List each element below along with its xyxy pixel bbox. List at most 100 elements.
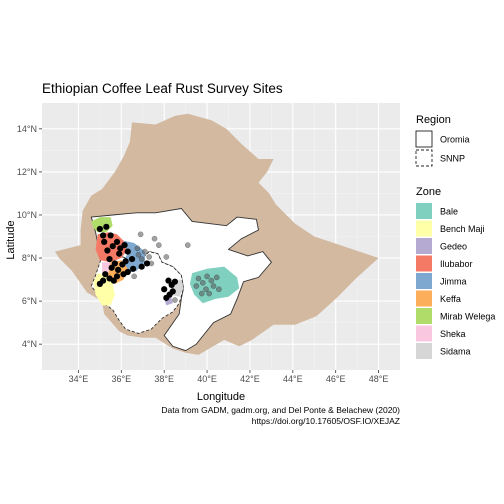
survey-site <box>130 265 137 272</box>
survey-sites <box>96 223 179 301</box>
survey-site <box>113 273 121 280</box>
survey-site <box>124 248 131 255</box>
legend-zone-swatch <box>416 238 432 254</box>
legend-zone-title: Zone <box>416 186 441 198</box>
survey-site <box>165 277 172 284</box>
caption-line-2: https://doi.org/10.17605/OSF.IO/XEJAZ <box>252 416 400 426</box>
survey-site-faint <box>137 231 144 238</box>
survey-site-faint <box>134 245 141 252</box>
survey-site <box>107 232 114 239</box>
survey-sites-faint <box>131 231 222 303</box>
survey-site <box>161 286 168 293</box>
legend-zone-label: Sidama <box>440 347 471 357</box>
legend-zone-label: Bench Maji <box>440 224 485 234</box>
survey-site <box>124 268 131 276</box>
y-tick-label: 10°N <box>17 210 37 220</box>
x-tick-label: 46°E <box>326 374 346 384</box>
survey-site-faint <box>195 275 202 282</box>
y-tick-label: 14°N <box>17 124 37 134</box>
survey-site-faint <box>210 283 217 289</box>
survey-site <box>117 245 124 252</box>
survey-site <box>103 223 110 230</box>
legend-zone-label: Sheka <box>440 329 466 339</box>
survey-site <box>111 260 118 267</box>
survey-site <box>110 277 117 284</box>
survey-site-faint <box>213 274 220 281</box>
survey-site <box>138 263 145 270</box>
survey-site <box>101 238 108 245</box>
survey-site-faint <box>151 235 158 242</box>
x-tick-label: 40°E <box>197 374 217 384</box>
survey-site-faint <box>138 256 145 262</box>
survey-site <box>143 260 151 267</box>
survey-site <box>128 256 136 263</box>
legend-region-title: Region <box>416 114 451 126</box>
legend-zone-label: Jimma <box>440 277 467 287</box>
legend-zone: Zone Bale Bench Maji Gedeo Ilubabor Jimma Kef… <box>416 186 495 359</box>
y-tick-label: 6°N <box>22 296 37 306</box>
survey-site <box>116 250 123 257</box>
survey-site-faint <box>135 252 142 258</box>
legend-zone-swatch <box>416 308 432 324</box>
survey-site-faint <box>156 242 162 248</box>
caption-line-1: Data from GADM, gadm.org, and Del Ponte … <box>161 405 400 415</box>
survey-site <box>109 243 116 250</box>
survey-site <box>171 278 179 285</box>
plot-area <box>42 103 400 370</box>
x-axis-ticks: 34°E 36°E 38°E 40°E 42°E 44°E 46°E 48°E <box>69 370 388 384</box>
survey-site-faint <box>146 254 152 260</box>
survey-site-faint <box>142 248 148 255</box>
legend-zone-swatch <box>416 343 432 359</box>
survey-site <box>163 294 170 301</box>
survey-site-faint <box>199 279 206 286</box>
y-tick-label: 8°N <box>22 253 37 263</box>
survey-site-faint <box>172 297 178 303</box>
legend-zone-swatch <box>416 255 432 272</box>
survey-site <box>104 247 111 254</box>
survey-site-faint <box>193 283 200 289</box>
x-tick-label: 36°E <box>112 374 132 384</box>
x-tick-label: 38°E <box>154 374 174 384</box>
legend-zone-label: Bale <box>440 207 458 217</box>
legend-zone-label: Gedeo <box>440 242 467 252</box>
legend-zone-label: Ilubabor <box>440 259 473 269</box>
survey-site <box>96 225 103 233</box>
survey-site <box>121 242 128 249</box>
x-tick-label: 34°E <box>69 374 89 384</box>
survey-site <box>122 258 129 265</box>
y-tick-label: 12°N <box>17 167 37 177</box>
survey-site <box>108 264 115 271</box>
legend-zone-swatch <box>416 220 432 237</box>
x-tick-label: 44°E <box>283 374 303 384</box>
legend-region-label: Oromia <box>440 135 470 145</box>
legend-zone-swatch <box>416 203 432 219</box>
zone-sheka-shape <box>102 262 111 274</box>
survey-site-faint <box>206 290 213 297</box>
survey-site <box>102 271 109 278</box>
x-tick-label: 42°E <box>240 374 260 384</box>
survey-site-faint <box>204 273 210 280</box>
legend-zone-label: Mirab Welega <box>440 312 495 322</box>
legend-zone-label: Keffa <box>440 294 461 304</box>
survey-site <box>106 256 113 263</box>
survey-site <box>115 266 122 273</box>
legend-region-label: SNNP <box>440 154 465 164</box>
survey-site-faint <box>198 290 205 297</box>
survey-site <box>99 232 107 239</box>
legend-region-key <box>415 149 433 167</box>
survey-site-faint <box>216 286 222 293</box>
survey-site <box>96 280 103 287</box>
survey-site-faint <box>203 286 209 293</box>
legend-region-key <box>415 130 433 148</box>
survey-site-faint <box>163 254 170 260</box>
legend-zone-swatch <box>416 273 432 289</box>
survey-site <box>113 238 121 245</box>
legend-zone-swatch <box>416 290 432 307</box>
legend-zone-swatch <box>416 325 432 342</box>
y-axis-title: Latitude <box>5 220 17 259</box>
y-tick-label: 4°N <box>22 339 37 349</box>
legend-region: Region Oromia SNNP <box>415 114 470 167</box>
plot-title: Ethiopian Coffee Leaf Rust Survey Sites <box>42 81 283 96</box>
survey-site-faint <box>184 242 191 248</box>
